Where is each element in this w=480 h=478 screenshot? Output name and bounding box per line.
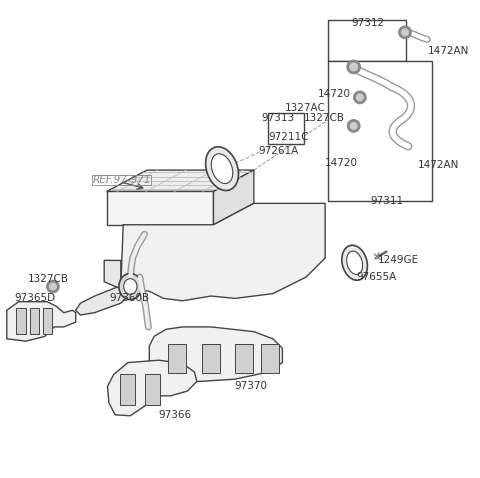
Bar — [202, 345, 220, 373]
Ellipse shape — [211, 154, 233, 184]
Text: 1249GE: 1249GE — [377, 255, 419, 265]
Text: 14720: 14720 — [325, 158, 358, 168]
Bar — [327, 61, 432, 201]
Text: REF.97-971: REF.97-971 — [92, 174, 151, 185]
Circle shape — [350, 122, 357, 129]
Bar — [168, 345, 186, 373]
Circle shape — [399, 26, 411, 38]
Bar — [30, 308, 39, 334]
Text: 97370: 97370 — [235, 381, 268, 391]
Circle shape — [402, 29, 408, 35]
Polygon shape — [121, 203, 325, 301]
Bar — [235, 345, 253, 373]
Circle shape — [350, 63, 358, 71]
Polygon shape — [108, 360, 197, 416]
Circle shape — [354, 91, 366, 104]
Text: 97365D: 97365D — [14, 293, 55, 304]
Polygon shape — [214, 170, 254, 225]
Polygon shape — [107, 170, 254, 192]
Text: 97313: 97313 — [261, 113, 294, 123]
Text: 97211C: 97211C — [268, 132, 309, 142]
Text: 97366: 97366 — [159, 410, 192, 420]
Bar — [144, 374, 160, 405]
Polygon shape — [149, 327, 282, 381]
Circle shape — [348, 120, 360, 132]
Bar — [43, 308, 52, 334]
Circle shape — [47, 280, 59, 293]
Ellipse shape — [124, 279, 137, 294]
Polygon shape — [7, 302, 76, 341]
Polygon shape — [76, 287, 132, 315]
Circle shape — [347, 60, 360, 74]
Text: 97655A: 97655A — [356, 272, 396, 282]
Text: 97312: 97312 — [351, 18, 384, 28]
Bar — [120, 374, 135, 405]
Polygon shape — [104, 261, 121, 289]
Ellipse shape — [342, 245, 367, 280]
Bar — [261, 345, 279, 373]
Text: 97261A: 97261A — [259, 146, 299, 156]
Text: 1327AC: 1327AC — [285, 103, 325, 113]
Text: 97360B: 97360B — [109, 293, 149, 304]
Text: 1472AN: 1472AN — [418, 160, 459, 170]
Text: 97311: 97311 — [370, 196, 403, 206]
Text: 1472AN: 1472AN — [427, 46, 468, 56]
Bar — [327, 21, 406, 61]
Circle shape — [49, 283, 56, 290]
Bar — [16, 308, 26, 334]
Ellipse shape — [347, 251, 362, 274]
Text: 14720: 14720 — [318, 89, 351, 99]
Circle shape — [357, 94, 363, 101]
Text: 1327CB: 1327CB — [28, 274, 69, 284]
Bar — [268, 113, 304, 144]
Ellipse shape — [119, 273, 142, 300]
Text: 1327CB: 1327CB — [304, 113, 345, 123]
Ellipse shape — [205, 147, 239, 191]
Polygon shape — [107, 192, 214, 225]
